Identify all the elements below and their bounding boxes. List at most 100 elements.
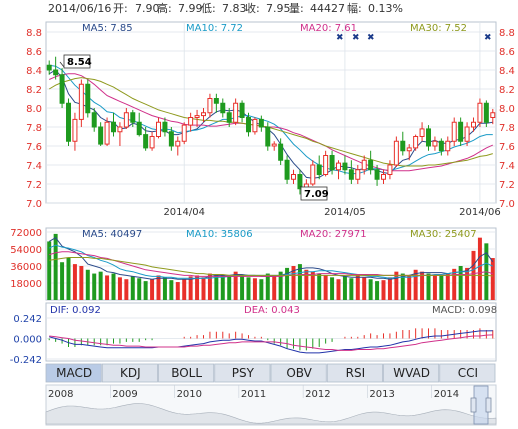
tab-background [326, 363, 383, 383]
dif-legend: DIF: 0.092 [50, 305, 101, 316]
candle [348, 160, 354, 184]
candle [130, 109, 136, 127]
event-star-icon[interactable]: ✖ [352, 33, 360, 43]
volume-ma-lines [48, 237, 494, 280]
event-star-icon[interactable]: ✖ [336, 33, 344, 43]
price-tick-right: 8.0 [499, 104, 515, 115]
timeline-year-label: 2014 [434, 389, 459, 400]
date-axis-label: 2014/06 [459, 207, 501, 218]
candle-body [426, 128, 431, 147]
candle [123, 108, 129, 129]
tab-label: RSI [346, 366, 366, 380]
event-star-icon[interactable]: ✖ [484, 33, 492, 43]
volume-bar [272, 275, 277, 300]
volume-bar [53, 233, 58, 300]
tab-label: CCI [458, 366, 478, 380]
candle [316, 155, 322, 180]
candle [265, 122, 271, 151]
timeline-year-label: 2012 [305, 389, 330, 400]
tab-label: OBV [286, 366, 312, 380]
volume-bar [285, 267, 290, 300]
volume-bar [79, 266, 84, 300]
candle-body [355, 169, 361, 180]
volume-bar [169, 280, 174, 300]
volume-bar [259, 279, 264, 300]
max-price-annotation: 8.54 [59, 54, 92, 69]
macd-axis-left: 0.242 0.000 -0.242 [10, 314, 42, 366]
volume-bar [297, 264, 302, 300]
candle-body [91, 112, 97, 128]
tab-background [45, 363, 102, 383]
candle-body [413, 136, 419, 149]
timeline-right-handle[interactable] [485, 397, 492, 413]
volume-bar [117, 277, 122, 300]
date-axis-label: 2014/04 [163, 207, 205, 218]
tab-rsi[interactable]: RSI [326, 363, 383, 383]
tab-psy[interactable]: PSY [214, 363, 271, 383]
candle-body [175, 140, 181, 147]
max-annotation-pointer [59, 61, 65, 68]
volume-bar [72, 264, 77, 300]
tab-macd[interactable]: MACD [45, 363, 102, 383]
volume-ma-legend: MA5: 40497 MA10: 35806 MA20: 27971 MA30: 25… [82, 229, 477, 240]
volume-bar [355, 275, 360, 300]
volume-ma-legend-item: MA5: 40497 [82, 229, 142, 240]
volume-bar [124, 279, 129, 300]
macd-line-dif [49, 330, 493, 354]
candle-body [265, 126, 271, 147]
volume-tick-label: 36000 [10, 262, 42, 273]
volume-bar [458, 266, 463, 300]
volume-label: 量: [289, 2, 304, 15]
volume-bar [342, 276, 347, 300]
quote-date: 2014/06/16 [48, 2, 111, 15]
tab-obv[interactable]: OBV [270, 363, 327, 383]
candle [342, 155, 348, 175]
candle-body [46, 64, 52, 71]
timeline-left-handle[interactable] [470, 397, 477, 413]
candle [477, 98, 483, 127]
candle [117, 122, 123, 146]
volume-bar [252, 278, 257, 300]
candle [181, 122, 187, 145]
candle-body [291, 174, 296, 180]
tab-label: KDJ [120, 366, 141, 380]
event-star-icon[interactable]: ✖ [367, 33, 375, 43]
candle-body [123, 112, 129, 128]
candle [226, 108, 232, 127]
candle-body [104, 121, 110, 145]
volume-bar [156, 275, 161, 300]
volume-axis-left: 72000 54000 36000 18000 [10, 228, 42, 290]
candle [53, 56, 59, 80]
candle-body [432, 140, 438, 147]
volume-bar [452, 268, 457, 300]
candle [284, 155, 290, 184]
tab-kdj[interactable]: KDJ [101, 363, 158, 383]
candle-body [464, 126, 470, 142]
volume-bar [150, 279, 155, 300]
low-label: 低: [201, 2, 216, 15]
price-tick-left: 8.0 [26, 104, 42, 115]
timeline-navigator[interactable]: 2008 2009 2010 2011 2012 2013 2014 [45, 384, 497, 426]
volume-bar [188, 276, 193, 300]
tab-label: MACD [56, 366, 92, 380]
volume-bar [310, 271, 315, 300]
candle-body [297, 174, 303, 190]
tab-cci[interactable]: CCI [439, 363, 496, 383]
tab-boll[interactable]: BOLL [158, 363, 215, 383]
volume-tick-label: 54000 [10, 245, 42, 256]
volume-bar [394, 271, 399, 300]
volume-bar [336, 279, 341, 300]
tab-background [270, 363, 327, 383]
price-tick-left: 8.8 [26, 28, 42, 39]
tab-wvad[interactable]: WVAD [383, 363, 440, 383]
price-ma-line-ma20 [48, 73, 494, 172]
candle [162, 117, 168, 137]
candle-body [361, 159, 367, 171]
candle [432, 136, 438, 151]
candle [156, 117, 161, 139]
candle [381, 169, 386, 184]
candle [91, 108, 97, 132]
volume-bar [304, 269, 309, 300]
